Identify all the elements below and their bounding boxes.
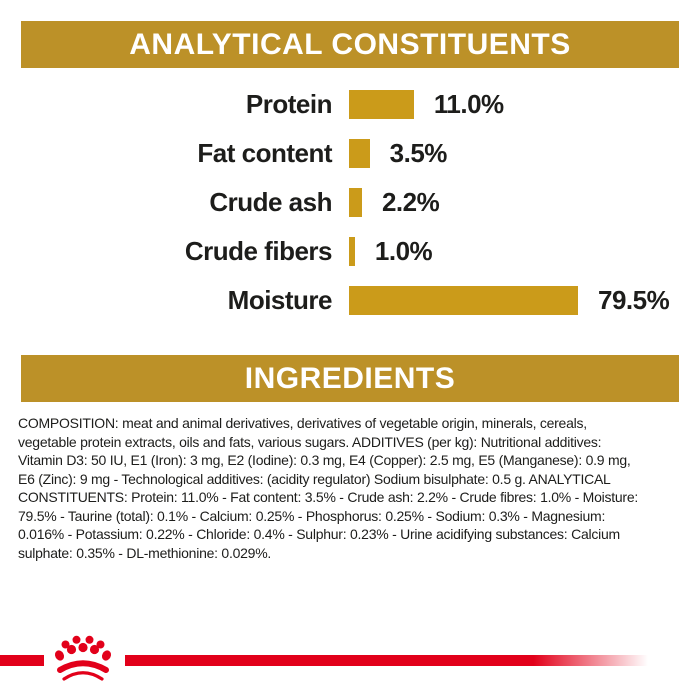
chart-value-label: 11.0%	[433, 89, 504, 119]
crown-base-thin-arc	[62, 671, 104, 681]
brand-stripe-left	[0, 655, 44, 666]
chart-row-crude-ash: Crude ash 2.2%	[21, 178, 679, 227]
analytical-constituents-bar-chart: Protein 11.0% Fat content 3.5% Crude ash 2.2%…	[21, 80, 679, 325]
chart-category-label: Protein	[245, 89, 333, 119]
chart-bar	[349, 237, 355, 266]
chart-category-label: Fat content	[197, 138, 332, 168]
royal-canin-crown-paw-icon	[54, 635, 112, 681]
chart-row-fat-content: Fat content 3.5%	[21, 129, 679, 178]
chart-row-protein: Protein 11.0%	[21, 80, 679, 129]
chart-value-label: 79.5%	[598, 285, 670, 315]
chart-bar	[349, 188, 362, 217]
brand-stripe-right	[125, 655, 700, 666]
analytical-constituents-title: ANALYTICAL CONSTITUENTS	[129, 27, 571, 61]
composition-ingredients-paragraph: COMPOSITION: meat and animal derivatives…	[18, 415, 639, 561]
chart-bar	[349, 139, 370, 168]
ingredients-title: INGREDIENTS	[244, 361, 456, 395]
crown-base-thick-arc	[57, 660, 109, 673]
chart-value-label: 2.2%	[381, 187, 440, 217]
ingredients-header: INGREDIENTS	[21, 355, 679, 402]
chart-category-label: Crude fibers	[184, 236, 333, 266]
chart-value-label: 1.0%	[374, 236, 433, 266]
chart-category-label: Crude ash	[209, 187, 332, 217]
chart-bar	[349, 90, 414, 119]
chart-row-moisture: Moisture 79.5%	[21, 276, 679, 325]
analytical-constituents-header: ANALYTICAL CONSTITUENTS	[21, 21, 679, 68]
chart-bar	[349, 286, 578, 315]
chart-row-crude-fibers: Crude fibers 1.0%	[21, 227, 679, 276]
chart-category-label: Moisture	[227, 285, 333, 315]
chart-value-label: 3.5%	[389, 138, 448, 168]
